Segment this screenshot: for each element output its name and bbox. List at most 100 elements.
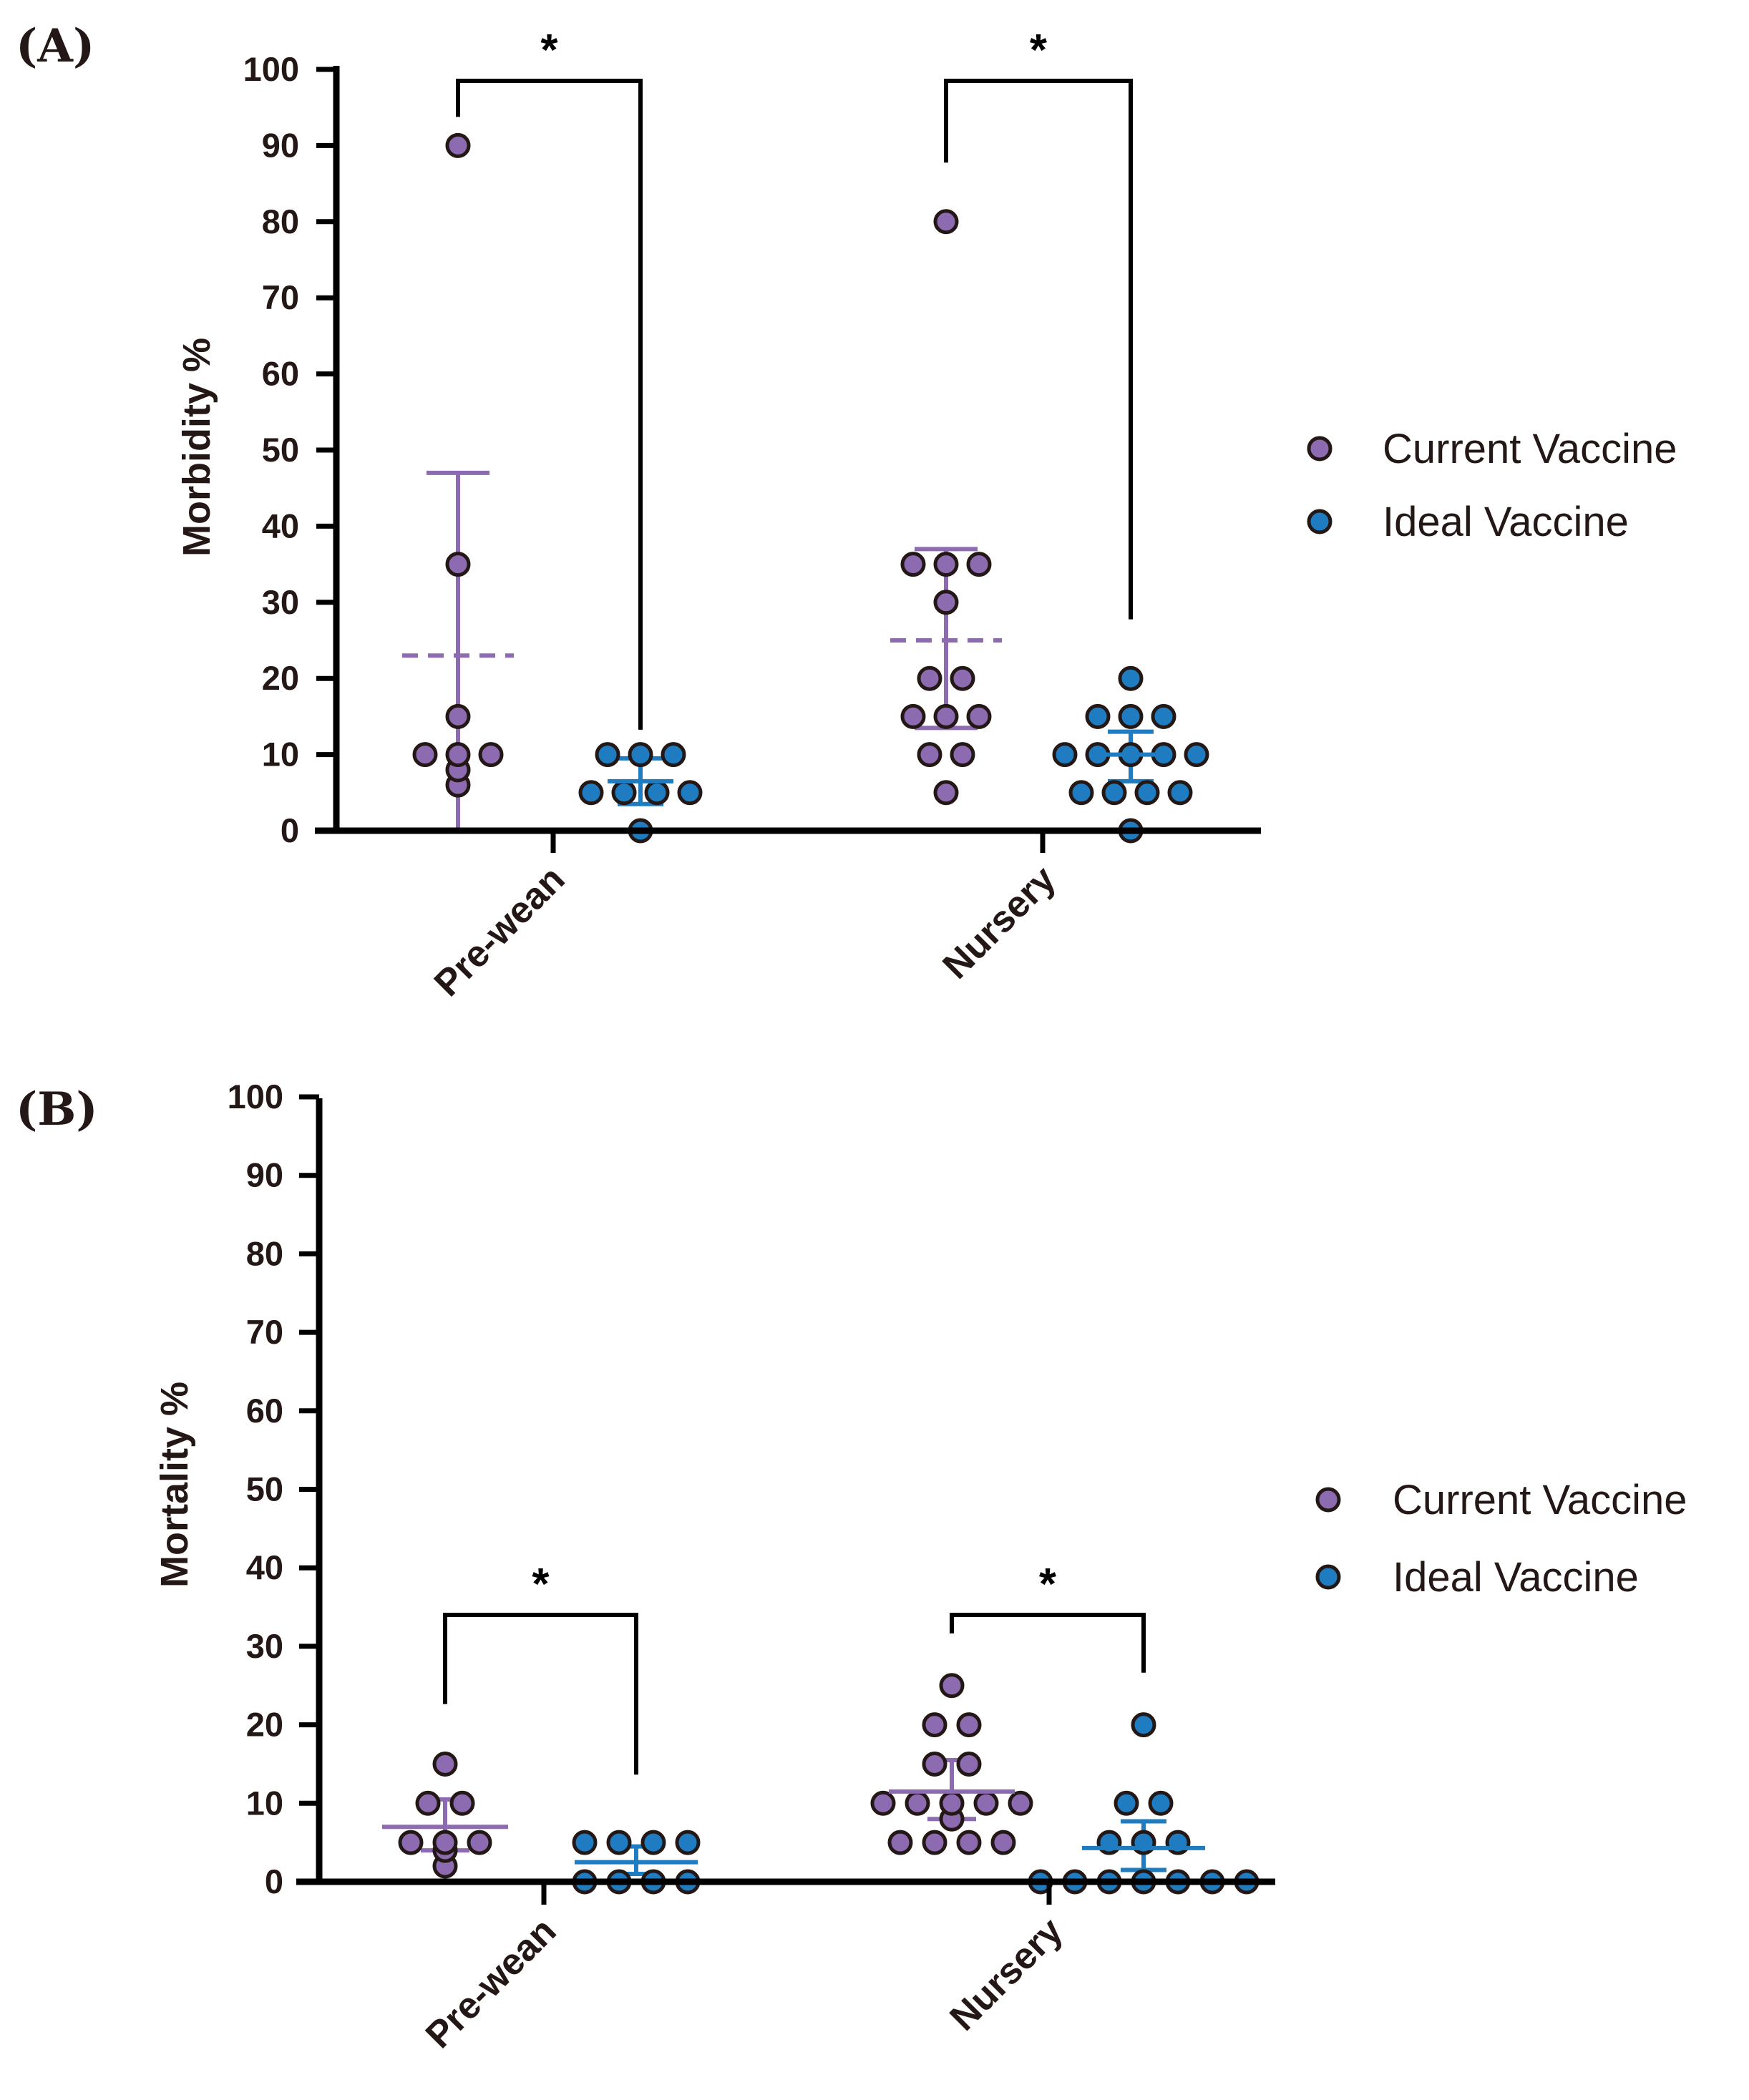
panel-b-nursery-current-vaccine-point: [905, 1790, 930, 1816]
y-tick-label-30: 30: [262, 583, 299, 621]
panel-b-legend-item-current: Current Vaccine: [1315, 1477, 1687, 1523]
panel-a-nursery-current-vaccine-point: [933, 552, 959, 577]
panel-b-pre-wean-current-vaccine-point: [449, 1790, 475, 1816]
panel-a-nursery-ideal-vaccine-point: [1118, 665, 1144, 691]
panel-a-y-ticks: 0 10 20 30 40 50 60 70 80 90 100: [243, 50, 336, 849]
panel-a-nursery-current-vaccine-point: [900, 703, 926, 729]
panel-a-plot-area: * *: [402, 26, 1209, 844]
panel-b-category-pre-wean: Pre-wean: [418, 1910, 565, 2056]
panel-a-nursery-ideal-vaccine-point: [1101, 780, 1127, 806]
panel-b-nursery-current-vaccine-point: [1008, 1790, 1033, 1816]
panel-a-nursery-ideal-vaccine-point: [1134, 780, 1160, 806]
panel-b-pre-wean-ideal-vaccine-point: [640, 1830, 666, 1855]
panel-a-legend-current-marker: [1307, 436, 1333, 461]
panel-a-nursery-significance-star: *: [1030, 26, 1048, 75]
panel-b-nursery-current-vaccine-point: [922, 1712, 947, 1738]
y-tick-label-60: 60: [262, 355, 299, 393]
panel-b-nursery-current-vaccine-point: [990, 1830, 1016, 1855]
panel-a-pre-wean-current-vaccine-point: [445, 742, 471, 768]
panel-a-pre-wean-current-vaccine-point: [445, 132, 471, 158]
panel-a-pre-wean-ideal-vaccine-point: [578, 780, 604, 806]
panel-b-nursery-current-vaccine-point: [956, 1830, 982, 1855]
panel-b-pre-wean-ideal-vaccine-point: [572, 1830, 598, 1855]
panel-b-nursery-current-vaccine-point: [939, 1790, 965, 1816]
panel-a-nursery-current-vaccine-point: [933, 780, 959, 806]
panel-b-nursery-current-vaccine-point: [922, 1751, 947, 1777]
panel-b-nursery-current-vaccine-point: [956, 1751, 982, 1777]
panel-b-pre-wean-significance-star: *: [532, 1560, 550, 1609]
panel-b-pre-wean-current-vaccine-point: [432, 1751, 458, 1777]
panel-b-nursery-ideal-vaccine-point: [1114, 1790, 1139, 1816]
y-tick-label-90: 90: [246, 1156, 283, 1194]
panel-b-legend: Current Vaccine Ideal Vaccine: [1315, 1477, 1687, 1601]
panel-b-plot-area: * *: [382, 1560, 1260, 1895]
panel-a-legend-ideal-marker: [1307, 509, 1333, 534]
panel-b-pre-wean-current-vaccine-point: [467, 1830, 492, 1855]
y-tick-label-100: 100: [243, 50, 299, 88]
panel-b-pre-wean-ideal-vaccine-point: [606, 1830, 632, 1855]
panel-a-nursery-current-vaccine-point: [966, 552, 992, 577]
panel-a-pre-wean-significance-star: *: [540, 26, 558, 75]
panel-a-pre-wean-ideal-vaccine-point: [644, 780, 670, 806]
panel-a-nursery-ideal-vaccine-point: [1167, 780, 1193, 806]
y-tick-label-10: 10: [246, 1784, 283, 1822]
y-tick-label-50: 50: [246, 1470, 283, 1508]
y-tick-label-40: 40: [262, 507, 299, 544]
panel-b-nursery-current-vaccine-point: [922, 1830, 947, 1855]
panel-a-pre-wean-ideal-vaccine-point: [595, 742, 620, 768]
panel-a-pre-wean-current-vaccine-point: [445, 552, 471, 577]
panel-b-nursery-current-vaccine-point: [956, 1712, 982, 1738]
y-tick-label-50: 50: [262, 431, 299, 469]
panel-a-nursery-ideal-vaccine-point: [1184, 742, 1209, 768]
panel-a-pre-wean-ideal-vaccine-point: [661, 742, 686, 768]
panel-b-nursery-current-vaccine-point: [973, 1790, 999, 1816]
panel-b-legend-ideal-label: Ideal Vaccine: [1393, 1554, 1639, 1601]
y-tick-label-0: 0: [265, 1862, 283, 1900]
panel-a-pre-wean-significance-bracket: [456, 78, 643, 730]
panel-b-legend-ideal-marker: [1315, 1564, 1341, 1590]
panel-a-pre-wean-current-vaccine-point: [445, 703, 471, 729]
panel-b-nursery-current-vaccine-point: [939, 1673, 965, 1699]
panel-a-pre-wean-current-vaccine-point: [412, 742, 438, 768]
y-tick-label-40: 40: [246, 1548, 283, 1586]
y-tick-label-80: 80: [262, 202, 299, 240]
panel-b-y-ticks: 0 10 20 30 40 50 60 70 80 90 100: [228, 1078, 319, 1900]
panel-a: (A) Morbidity % 0 10 20 30 40 50 60 70 80 90 100 *…: [16, 19, 1677, 1005]
panel-a-legend: Current Vaccine Ideal Vaccine: [1307, 426, 1677, 545]
panel-a-pre-wean-ideal-vaccine-point: [677, 780, 703, 806]
y-tick-label-30: 30: [246, 1627, 283, 1665]
panel-a-nursery-current-vaccine-point: [917, 742, 942, 768]
panel-b-y-axis-title: Mortality %: [153, 1382, 196, 1588]
panel-a-nursery-current-vaccine-point: [917, 665, 942, 691]
panel-a-nursery-current-vaccine-point: [933, 209, 959, 235]
y-tick-label-80: 80: [246, 1234, 283, 1272]
panel-b-pre-wean-ideal-vaccine-point: [675, 1830, 701, 1855]
y-tick-label-90: 90: [262, 126, 299, 164]
panel-b-nursery-significance-star: *: [1039, 1560, 1057, 1609]
panel-a-pre-wean-ideal-vaccine-point: [611, 780, 637, 806]
panel-b-nursery-current-vaccine-point: [887, 1830, 913, 1855]
panel-a-nursery-ideal-vaccine-point: [1151, 703, 1176, 729]
panel-a-y-axis-title: Morbidity %: [175, 338, 218, 557]
panel-a-nursery-significance-bracket: [944, 78, 1133, 620]
panel-a-nursery-current-vaccine-point: [933, 703, 959, 729]
panel-b-legend-current-marker: [1315, 1487, 1341, 1513]
panel-a-label: (A): [16, 19, 94, 73]
panel-a-legend-item-ideal: Ideal Vaccine: [1307, 499, 1629, 545]
panel-b-pre-wean-current-vaccine-point: [398, 1830, 424, 1855]
panel-a-nursery-ideal-vaccine-point: [1085, 703, 1111, 729]
y-tick-label-0: 0: [281, 811, 299, 849]
panel-a-nursery-current-vaccine-point: [966, 703, 992, 729]
panel-a-nursery-current-vaccine-point: [933, 590, 959, 615]
y-tick-label-60: 60: [246, 1392, 283, 1430]
y-tick-label-20: 20: [246, 1706, 283, 1744]
panel-b-pre-wean-significance-bracket: [443, 1613, 638, 1775]
y-tick-label-70: 70: [262, 278, 299, 316]
panel-a-pre-wean-ideal-vaccine-point: [628, 742, 653, 768]
panel-b-nursery-ideal-vaccine-point: [1148, 1790, 1174, 1816]
panel-b: (B) Mortality % 0 10 20 30 40 50 60 70 80 90 100 *…: [16, 1078, 1687, 2056]
panel-a-nursery-current-vaccine-point: [950, 742, 975, 768]
panel-a-nursery-ideal-vaccine-point: [1068, 780, 1094, 806]
y-tick-label-20: 20: [262, 659, 299, 697]
